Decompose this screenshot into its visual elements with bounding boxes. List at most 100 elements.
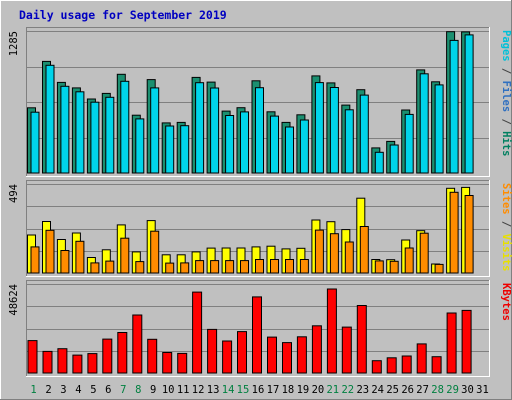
bar-sites-day-18 [285,259,294,274]
bar-pages-day-18 [285,126,294,174]
bar-sites-day-21 [329,233,339,274]
bar-pages-day-3 [60,85,70,174]
day-label: 14 [222,384,235,396]
bar-kbytes-day-19 [296,336,307,374]
day-label: 10 [162,384,175,396]
bar-sites-day-19 [299,259,309,274]
day-label: 15 [237,384,250,396]
day-label: 18 [282,384,295,396]
series-axis-label-part: / [500,62,512,81]
day-label: 1 [30,384,36,396]
series-axis-label-part: Pages [500,30,512,62]
bar-kbytes-day-1 [27,340,38,374]
bar-sites-day-6 [105,260,115,274]
bar-sites-day-30 [464,195,474,274]
bar-sites-day-24 [374,260,384,274]
day-label: 22 [341,384,354,396]
bar-kbytes-day-8 [132,314,143,374]
day-label: 13 [207,384,220,396]
day-label: 19 [297,384,310,396]
day-label: 6 [105,384,111,396]
day-label: 16 [252,384,265,396]
bar-pages-day-17 [270,115,279,174]
bar-kbytes-day-11 [177,352,188,374]
bar-sites-day-7 [120,237,130,274]
bar-kbytes-day-15 [237,331,247,374]
day-label: 7 [120,384,126,396]
bar-kbytes-day-22 [341,326,352,374]
day-label: 31 [476,384,489,396]
bar-sites-day-27 [419,232,429,274]
bar-sites-day-28 [434,263,444,274]
bar-sites-day-11 [180,262,190,274]
bar-kbytes-day-4 [72,354,83,374]
bar-pages-day-27 [419,73,429,174]
day-label: 9 [150,384,156,396]
bar-kbytes-day-27 [416,343,427,374]
hits-files-pages-panel: 1285 Pages / Files / Hits [8,27,512,177]
bar-pages-day-9 [150,87,160,174]
bar-sites-day-29 [449,191,459,274]
bar-sites-day-22 [344,241,354,274]
bar-kbytes-day-9 [147,338,158,374]
series-axis-label-part: / [500,112,512,131]
bar-pages-day-22 [344,109,354,174]
day-label: 29 [446,384,459,396]
bar-kbytes-day-12 [192,291,203,374]
bar-kbytes-day-23 [356,305,367,374]
bar-sites-day-16 [255,259,264,274]
bar-sites-day-10 [165,262,175,274]
bar-pages-day-5 [90,101,100,174]
bar-pages-day-2 [45,64,55,174]
bar-sites-day-3 [60,250,70,274]
bar-pages-day-28 [434,84,444,174]
series-axis-label-part: KBytes [500,283,512,321]
bar-kbytes-day-18 [282,342,292,374]
day-label: 26 [401,384,414,396]
day-label: 11 [177,384,190,396]
bar-pages-day-16 [255,87,264,174]
bar-pages-day-8 [135,118,145,174]
bar-kbytes-day-29 [446,312,457,374]
bar-pages-day-25 [389,144,399,174]
day-label: 8 [135,384,141,396]
bar-kbytes-day-21 [326,288,337,374]
day-label: 30 [461,384,474,396]
series-axis-label: Sites / Visits [500,183,512,272]
bar-pages-day-21 [329,87,339,174]
bar-kbytes-day-2 [42,350,53,374]
bar-sites-day-26 [404,247,414,274]
y-max-label: 48624 [8,284,20,316]
day-label: 23 [356,384,369,396]
y-max-label: 1285 [8,31,20,56]
bar-sites-day-9 [150,230,160,274]
bar-pages-day-14 [225,115,235,174]
bar-pages-day-30 [464,34,474,174]
bar-pages-day-4 [75,91,85,174]
day-label: 4 [75,384,81,396]
bar-kbytes-day-20 [311,325,322,374]
bar-kbytes-day-26 [401,355,412,374]
bar-kbytes-day-5 [87,353,98,374]
bar-kbytes-day-24 [371,360,382,374]
bar-pages-day-29 [449,39,459,174]
bar-pages-day-12 [195,82,205,174]
bar-sites-day-13 [210,260,220,274]
day-label: 24 [371,384,384,396]
bar-pages-day-10 [165,125,175,174]
day-label: 27 [416,384,429,396]
bar-pages-day-6 [105,96,115,174]
bar-sites-day-14 [225,260,235,274]
bar-pages-day-11 [180,125,190,174]
day-axis: 1 2 3 4 5 6 7 8 9 10 11 12 13 14 15 16 17 18 19 20 21 22 23 24 2… [30,384,488,396]
bar-kbytes-day-3 [57,348,68,374]
bar-kbytes-day-6 [102,338,113,374]
bar-pages-day-20 [314,82,324,174]
bar-sites-day-1 [30,246,40,274]
bar-sites-day-17 [270,259,279,274]
bar-kbytes-day-7 [117,332,128,374]
bar-sites-day-2 [45,229,55,274]
bar-sites-day-8 [135,261,145,274]
bar-sites-day-25 [389,260,399,274]
